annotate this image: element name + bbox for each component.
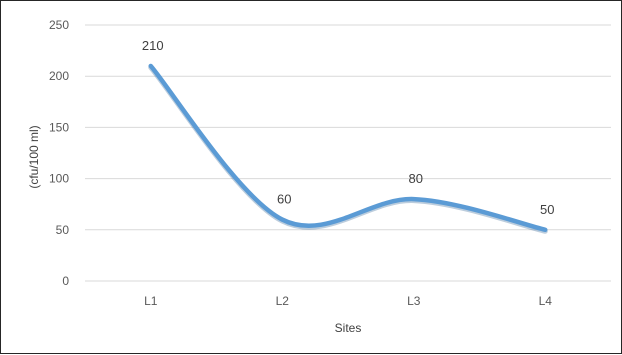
y-axis-title: (cfu/100 ml) [27, 125, 41, 188]
y-tick-label: 200 [49, 69, 69, 83]
data-label: 80 [409, 171, 423, 186]
x-tick-label: L3 [407, 294, 421, 308]
data-label: 60 [277, 192, 291, 207]
y-tick-label: 50 [56, 223, 70, 237]
x-tick-label: L4 [539, 294, 553, 308]
x-axis-title: Sites [335, 321, 362, 335]
y-tick-label: 150 [49, 120, 69, 134]
series-line [148, 63, 548, 233]
x-tick-label: L2 [276, 294, 290, 308]
data-label: 50 [540, 202, 554, 217]
y-tick-label: 100 [49, 172, 69, 186]
y-tick-label: 250 [49, 18, 69, 32]
y-tick-label: 0 [62, 274, 69, 288]
data-label: 210 [142, 38, 164, 53]
x-tick-label: L1 [144, 294, 158, 308]
